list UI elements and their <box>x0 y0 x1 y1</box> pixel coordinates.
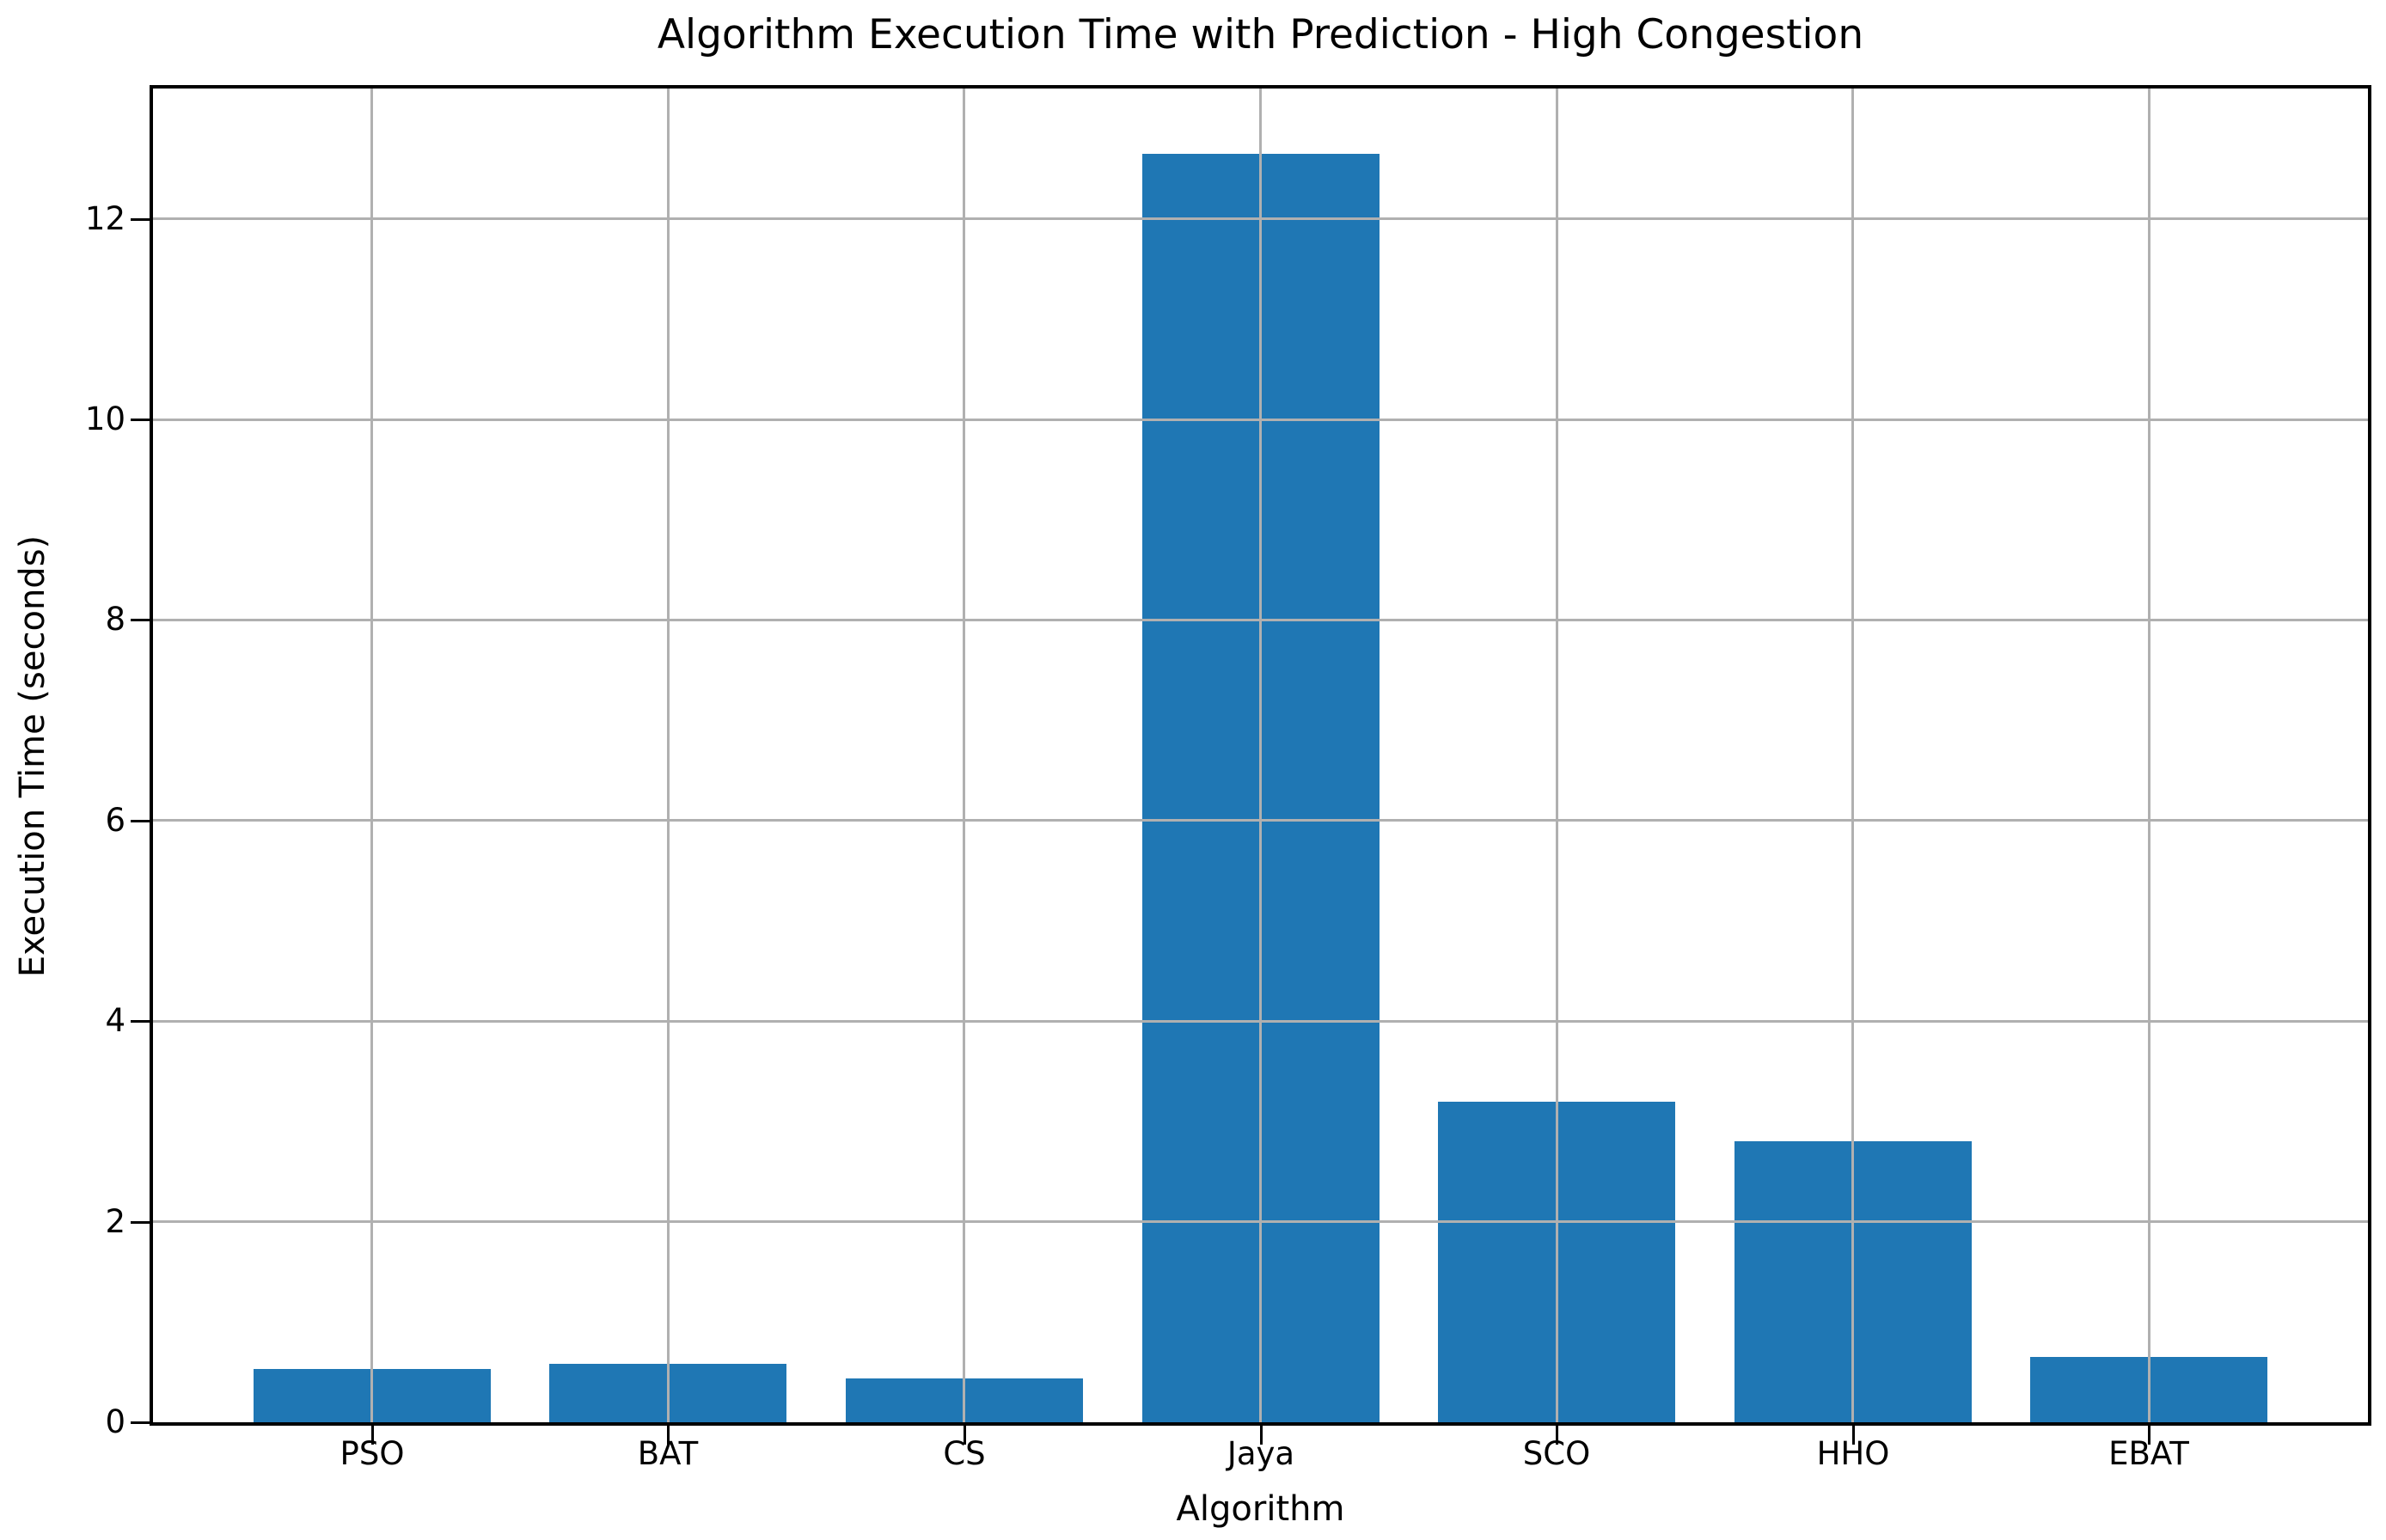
x-tick-mark-sco <box>1556 1426 1558 1445</box>
y-tick-label-2: 2 <box>105 1203 125 1240</box>
x-tick-mark-hho <box>1852 1426 1855 1445</box>
gridline-x-sco <box>1556 89 1558 1422</box>
y-axis-label: Execution Time (seconds) <box>13 535 52 978</box>
y-tick-label-0: 0 <box>105 1403 125 1440</box>
x-tick-label-pso: PSO <box>340 1435 405 1472</box>
x-tick-label-sco: SCO <box>1522 1435 1591 1472</box>
x-tick-label-bat: BAT <box>637 1435 699 1472</box>
y-tick-mark-6 <box>131 820 150 822</box>
gridline-y-4 <box>153 1020 2368 1023</box>
x-tick-label-jaya: Jaya <box>1227 1435 1295 1472</box>
y-tick-label-12: 12 <box>84 200 125 237</box>
gridline-y-10 <box>153 419 2368 421</box>
x-tick-mark-bat <box>667 1426 670 1445</box>
gridline-x-jaya <box>1259 89 1262 1422</box>
y-tick-mark-0 <box>131 1421 150 1424</box>
x-tick-label-hho: HHO <box>1816 1435 1890 1472</box>
y-tick-label-4: 4 <box>105 1002 125 1039</box>
y-tick-label-10: 10 <box>84 400 125 437</box>
chart-title: Algorithm Execution Time with Prediction… <box>657 11 1864 58</box>
gridline-y-6 <box>153 819 2368 822</box>
x-tick-mark-cs <box>964 1426 966 1445</box>
gridline-y-8 <box>153 619 2368 621</box>
gridline-x-hho <box>1851 89 1854 1422</box>
y-tick-mark-8 <box>131 619 150 621</box>
x-tick-mark-ebat <box>2148 1426 2150 1445</box>
x-tick-label-ebat: EBAT <box>2108 1435 2189 1472</box>
gridline-y-2 <box>153 1220 2368 1223</box>
gridline-x-bat <box>667 89 670 1422</box>
gridline-x-ebat <box>2148 89 2150 1422</box>
gridline-x-pso <box>370 89 373 1422</box>
gridline-x-cs <box>963 89 965 1422</box>
x-tick-mark-pso <box>371 1426 374 1445</box>
y-tick-mark-4 <box>131 1020 150 1023</box>
y-tick-mark-2 <box>131 1221 150 1224</box>
x-tick-mark-jaya <box>1260 1426 1263 1445</box>
gridline-y-12 <box>153 217 2368 220</box>
x-axis-label: Algorithm <box>1176 1489 1345 1529</box>
x-tick-label-cs: CS <box>943 1435 986 1472</box>
y-tick-mark-10 <box>131 419 150 421</box>
y-tick-mark-12 <box>131 218 150 221</box>
y-tick-label-8: 8 <box>105 601 125 638</box>
plot-area <box>150 85 2371 1426</box>
y-tick-label-6: 6 <box>105 802 125 839</box>
